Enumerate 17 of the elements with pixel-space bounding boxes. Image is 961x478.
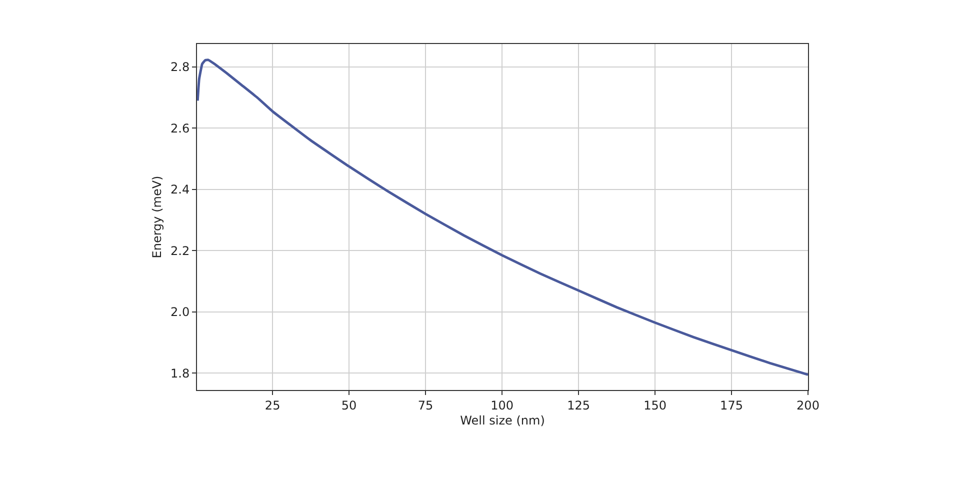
x-tick-label: 100 bbox=[490, 398, 514, 412]
line-series bbox=[197, 58, 808, 376]
x-tick-label: 50 bbox=[341, 398, 357, 412]
x-tick-label: 175 bbox=[720, 398, 743, 412]
x-tick-label: 25 bbox=[264, 398, 280, 412]
x-tick-label: 200 bbox=[796, 398, 820, 412]
x-tick-label: 125 bbox=[567, 398, 590, 412]
x-tick-label: 150 bbox=[644, 398, 666, 412]
y-tick-label: 1.8 bbox=[170, 366, 190, 380]
y-tick-label: 2.4 bbox=[170, 182, 190, 197]
y-tick-label: 2.2 bbox=[170, 244, 190, 258]
y-tick-label: 2.6 bbox=[170, 121, 190, 136]
y-axis-title: Energy (meV) bbox=[150, 176, 164, 258]
x-axis-title: Well size (nm) bbox=[460, 413, 545, 428]
y-tick-label: 2.0 bbox=[170, 305, 190, 320]
y-tick-label: 2.8 bbox=[170, 60, 190, 74]
x-tick-label: 75 bbox=[418, 398, 434, 412]
